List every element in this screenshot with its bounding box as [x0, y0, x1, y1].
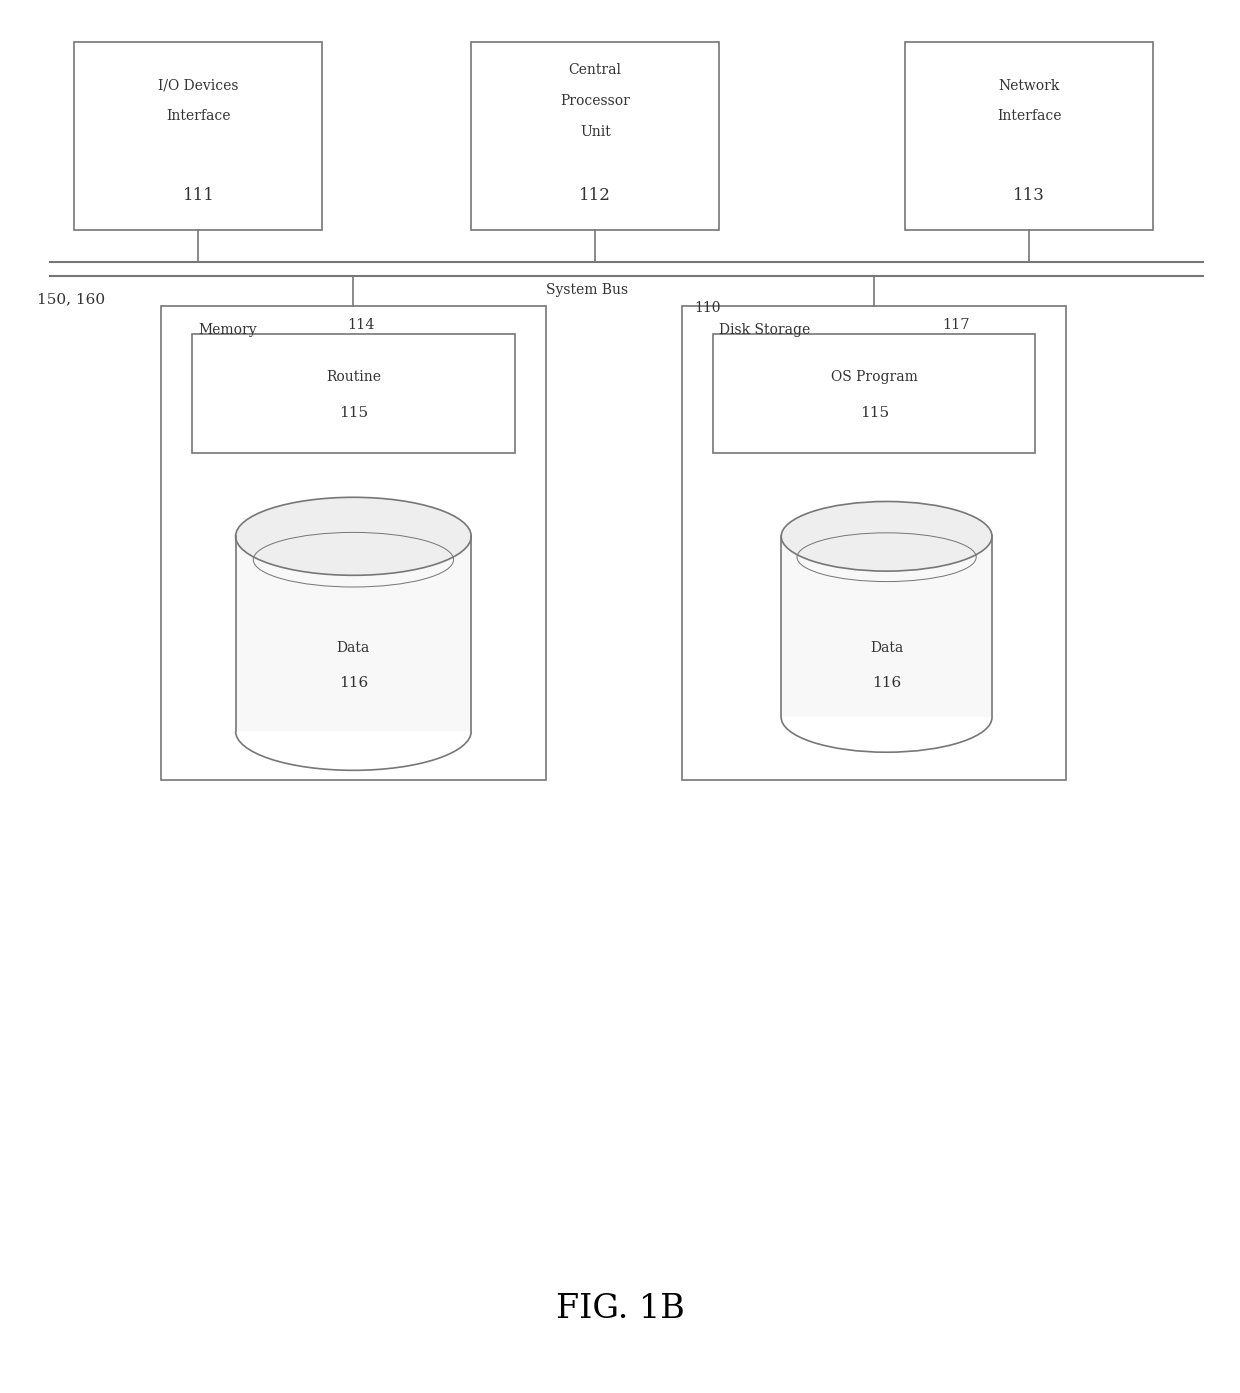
Text: 113: 113 [1013, 187, 1045, 203]
Text: Central: Central [569, 63, 621, 78]
Text: Unit: Unit [580, 124, 610, 139]
Text: 115: 115 [859, 405, 889, 421]
Text: System Bus: System Bus [546, 283, 627, 297]
Bar [905, 42, 1153, 230]
Text: Interface: Interface [997, 109, 1061, 124]
Text: Processor: Processor [560, 93, 630, 109]
Bar [192, 334, 515, 453]
Bar [471, 42, 719, 230]
Text: Data: Data [337, 641, 370, 655]
Text: 150, 160: 150, 160 [37, 293, 105, 306]
Text: 111: 111 [182, 187, 215, 203]
Bar [74, 42, 322, 230]
Bar [682, 306, 1066, 780]
Text: 116: 116 [872, 676, 901, 690]
Text: Memory: Memory [198, 323, 257, 337]
Text: I/O Devices: I/O Devices [159, 78, 238, 93]
Bar [781, 536, 992, 717]
Text: Disk Storage: Disk Storage [719, 323, 811, 337]
Text: 110: 110 [694, 301, 720, 315]
Bar [161, 306, 546, 780]
Bar [236, 536, 471, 731]
Text: OS Program: OS Program [831, 369, 918, 384]
Ellipse shape [236, 497, 471, 575]
Text: Network: Network [998, 78, 1060, 93]
Text: 117: 117 [942, 318, 970, 332]
Text: FIG. 1B: FIG. 1B [556, 1294, 684, 1325]
Bar [713, 334, 1035, 453]
Text: 115: 115 [339, 405, 368, 421]
Text: Data: Data [870, 641, 903, 655]
Text: Interface: Interface [166, 109, 231, 124]
Text: Routine: Routine [326, 369, 381, 384]
Text: 112: 112 [579, 187, 611, 203]
Ellipse shape [781, 501, 992, 571]
Text: 114: 114 [347, 318, 374, 332]
Text: 116: 116 [339, 676, 368, 690]
